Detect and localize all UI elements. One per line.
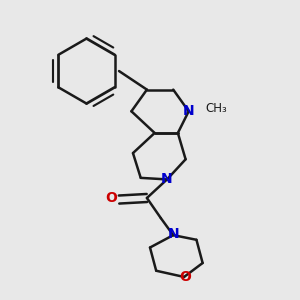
Text: N: N bbox=[161, 172, 173, 186]
Text: O: O bbox=[105, 191, 117, 205]
Text: N: N bbox=[183, 104, 194, 118]
Text: O: O bbox=[180, 270, 191, 284]
Text: N: N bbox=[167, 226, 179, 241]
Text: CH₃: CH₃ bbox=[206, 102, 227, 115]
